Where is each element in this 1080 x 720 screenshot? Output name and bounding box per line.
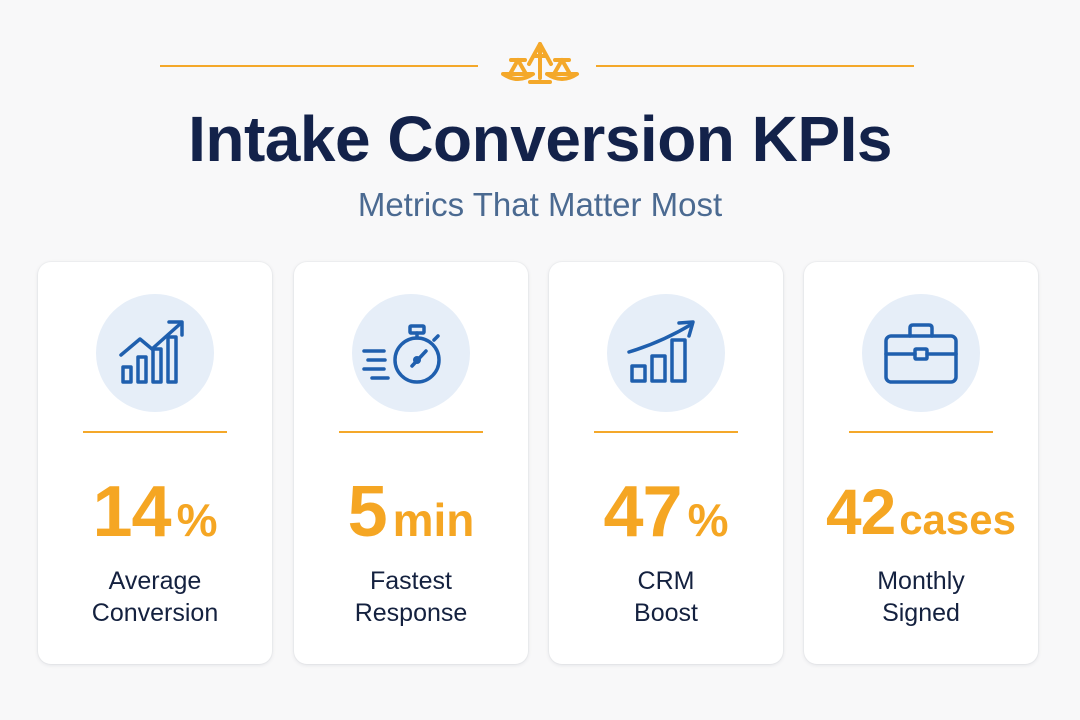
metric-label: CRM Boost — [549, 565, 783, 629]
icon-circle — [352, 294, 470, 412]
kpi-card-average-conversion: 14% Average Conversion — [38, 262, 272, 664]
metric-label: Average Conversion — [38, 565, 272, 629]
header-rule-left — [160, 65, 478, 67]
metric-label-line1: Fastest — [370, 567, 452, 595]
briefcase-icon — [884, 323, 958, 384]
metric-unit: min — [392, 494, 475, 546]
metric-unit: cases — [899, 496, 1016, 543]
icon-circle — [862, 294, 980, 412]
metric-number: 47 — [603, 472, 683, 552]
metric-label-line1: Monthly — [877, 567, 965, 595]
metric-value: 14% — [38, 472, 272, 572]
card-divider — [594, 431, 738, 433]
metric-unit: % — [176, 494, 218, 546]
page-subtitle: Metrics That Matter Most — [357, 186, 723, 223]
metric-value: 42cases — [804, 472, 1038, 570]
kpi-card-fastest-response: 5 min Fastest Response — [294, 262, 528, 664]
card-divider — [339, 431, 483, 433]
metric-value: 5 min — [294, 472, 528, 572]
page-title: Intake Conversion KPIs — [188, 103, 892, 175]
scales-of-justice-icon — [501, 42, 579, 84]
metric-label: Fastest Response — [294, 565, 528, 629]
header-rule-right — [596, 65, 914, 67]
card-divider — [83, 431, 227, 433]
metric-label: Monthly Signed — [804, 565, 1038, 629]
metric-number: 5 — [347, 472, 388, 552]
metric-label-line1: Average — [108, 567, 202, 595]
icon-circle — [96, 294, 214, 412]
metric-unit: % — [687, 494, 729, 546]
growth-chart-icon — [627, 320, 695, 383]
card-divider — [849, 431, 993, 433]
icon-circle — [607, 294, 725, 412]
header: Intake Conversion KPIs Metrics That Matt… — [0, 0, 1080, 250]
metric-label-line2: Conversion — [91, 599, 219, 627]
kpi-card-monthly-signed: 42cases Monthly Signed — [804, 262, 1038, 664]
stopwatch-icon — [362, 324, 441, 384]
metric-label-line2: Boost — [634, 599, 698, 627]
metric-label-line2: Response — [354, 599, 468, 627]
bar-chart-trend-icon — [119, 320, 184, 384]
metric-label-line1: CRM — [637, 567, 695, 595]
metric-number: 42 — [826, 476, 896, 548]
metric-value: 47% — [549, 472, 783, 572]
kpi-card-crm-boost: 47% CRM Boost — [549, 262, 783, 664]
metric-number: 14 — [92, 472, 172, 552]
metric-label-line2: Signed — [882, 599, 960, 627]
